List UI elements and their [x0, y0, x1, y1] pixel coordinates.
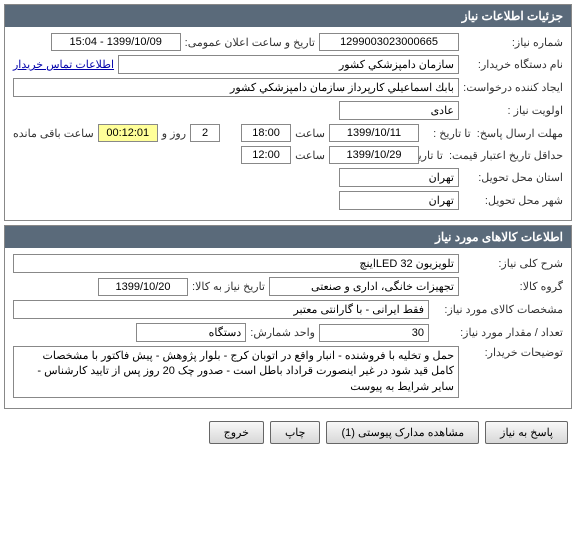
min-valid-label: حداقل تاریخ اعتبار قیمت: تا تاریخ :	[423, 149, 563, 162]
panel2-title: اطلاعات کالاهای مورد نیاز	[5, 226, 571, 248]
requester-label: ایجاد کننده درخواست:	[463, 81, 563, 94]
notes-label: توضیحات خریدار:	[463, 346, 563, 359]
delivery-prov-field: تهران	[339, 168, 459, 187]
remaining-field: 00:12:01	[98, 124, 158, 142]
attachments-button[interactable]: مشاهده مدارک پیوستی (1)	[326, 421, 479, 444]
spec-field: فقط ایرانی - با گارانتی معتبر	[13, 300, 429, 319]
notes-field: حمل و تخلیه با فروشنده - انبار واقع در ا…	[13, 346, 459, 398]
delivery-city-field: تهران	[339, 191, 459, 210]
qty-field: 30	[319, 324, 429, 342]
req-no-field: 1299003023000665	[319, 33, 459, 51]
remaining-label: ساعت باقی مانده	[13, 127, 94, 140]
priority-field: عادی	[339, 101, 459, 120]
qty-label: تعداد / مقدار مورد نیاز:	[433, 326, 563, 339]
respond-button[interactable]: پاسخ به نیاز	[485, 421, 568, 444]
buyer-org-label: نام دستگاه خریدار:	[463, 58, 563, 71]
deadline-date-field: 1399/10/11	[329, 124, 419, 142]
pub-date-field: 1399/10/09 - 15:04	[51, 33, 181, 51]
unit-label: واحد شمارش:	[250, 326, 315, 339]
desc-label: شرح کلی نیاز:	[463, 257, 563, 270]
desc-field: تلویزیون LED 32اینچ	[13, 254, 459, 273]
group-date-field: 1399/10/20	[98, 278, 188, 296]
group-label: گروه کالا:	[463, 280, 563, 293]
panel1-body: شماره نیاز: 1299003023000665 تاریخ و ساع…	[5, 27, 571, 220]
time-label-1: ساعت	[295, 127, 325, 140]
need-details-panel: جزئیات اطلاعات نیاز شماره نیاز: 12990030…	[4, 4, 572, 221]
goods-info-panel: اطلاعات کالاهای مورد نیاز شرح کلی نیاز: …	[4, 225, 572, 409]
contact-link[interactable]: اطلاعات تماس خریدار	[13, 58, 114, 71]
unit-field: دستگاه	[136, 323, 246, 342]
delivery-prov-label: استان محل تحویل:	[463, 171, 563, 184]
req-no-label: شماره نیاز:	[463, 36, 563, 49]
spec-label: مشخصات کالای مورد نیاز:	[433, 303, 563, 316]
min-valid-date-field: 1399/10/29	[329, 146, 419, 164]
buyer-org-field: سازمان دامپزشكي كشور	[118, 55, 459, 74]
panel2-body: شرح کلی نیاز: تلویزیون LED 32اینچ گروه ک…	[5, 248, 571, 408]
button-row: پاسخ به نیاز مشاهده مدارک پیوستی (1) چاپ…	[0, 413, 576, 452]
group-field: تجهیزات خانگی، اداری و صنعتی	[269, 277, 459, 296]
deadline-label: مهلت ارسال پاسخ: تا تاریخ :	[423, 127, 563, 140]
min-valid-time-field: 12:00	[241, 146, 291, 164]
delivery-city-label: شهر محل تحویل:	[463, 194, 563, 207]
pub-date-label: تاریخ و ساعت اعلان عمومی:	[185, 36, 315, 49]
panel1-title: جزئیات اطلاعات نیاز	[5, 5, 571, 27]
priority-label: اولویت نیاز :	[463, 104, 563, 117]
days-field: 2	[190, 124, 220, 142]
deadline-time-field: 18:00	[241, 124, 291, 142]
exit-button[interactable]: خروج	[209, 421, 264, 444]
group-date-label: تاریخ نیاز به کالا:	[192, 280, 265, 293]
print-button[interactable]: چاپ	[270, 421, 321, 444]
requester-field: بابك اسماعيلي كارپرداز سازمان دامپزشكي ك…	[13, 78, 459, 97]
time-label-2: ساعت	[295, 149, 325, 162]
days-label: روز و	[162, 127, 186, 140]
